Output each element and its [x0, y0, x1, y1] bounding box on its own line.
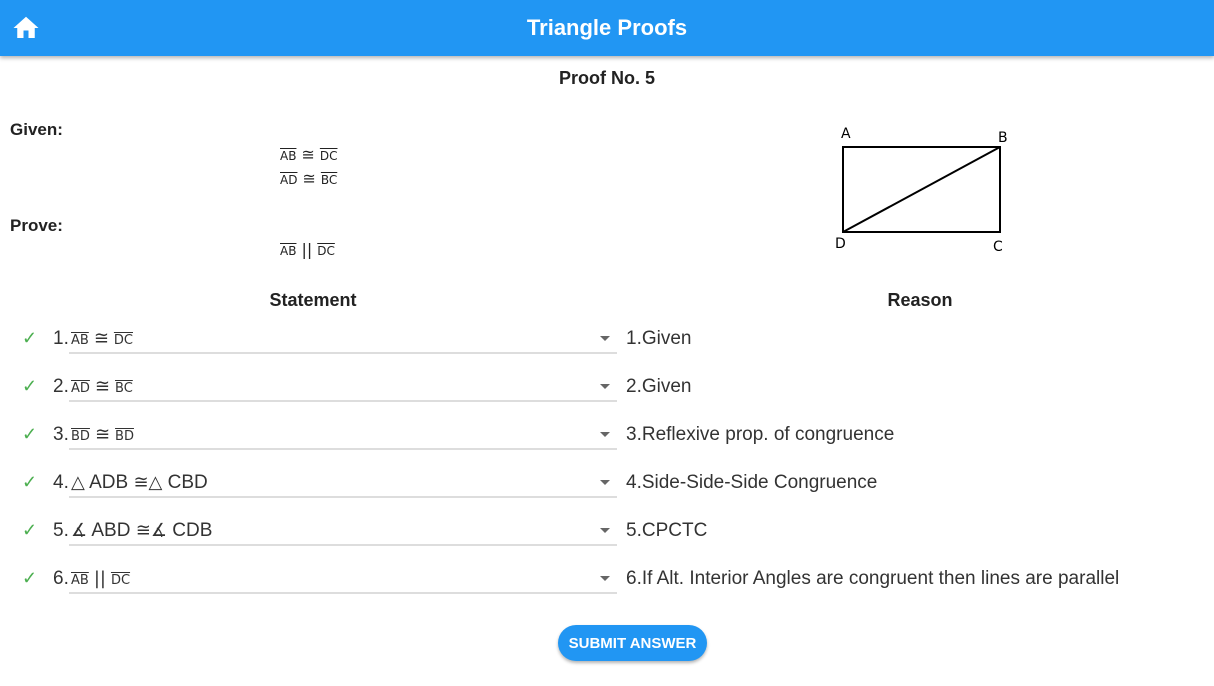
check-icon: ✓: [22, 520, 38, 540]
segment-left: AB: [71, 333, 89, 348]
segment-left: AD: [71, 381, 90, 396]
proof-row: ✓ 4. △ ADB ≅△ CBD 4.Side-Side-Side Congr…: [0, 466, 1214, 514]
given-label: Given:: [10, 120, 63, 139]
relation-symbol: ≅: [93, 328, 109, 349]
statement-value: AD ≅ BC: [71, 376, 133, 398]
triangle-icon: △: [148, 472, 163, 493]
segment-right: BC: [115, 381, 133, 396]
left-name: ADB: [89, 472, 129, 493]
row-number: 1.: [53, 328, 69, 349]
statement-value: AB ≅ DC: [71, 328, 133, 350]
segment-left: BD: [71, 429, 90, 444]
dropdown-arrow-icon: [600, 432, 610, 437]
svg-text:A: A: [841, 126, 851, 142]
statement-value: △ ADB ≅△ CBD: [71, 472, 208, 494]
segment-right: DC: [110, 573, 131, 588]
angle-icon: ∡: [71, 520, 88, 541]
dropdown-arrow-icon: [600, 336, 610, 341]
proof-row: ✓ 6. AB || DC 6.If Alt. Interior Angles ar…: [0, 562, 1214, 610]
proof-title: Proof No. 5: [558, 68, 655, 88]
reason-header: Reason: [887, 290, 953, 310]
triangle-icon: △: [71, 472, 85, 493]
home-icon[interactable]: [10, 13, 42, 43]
left-name: ABD: [91, 520, 131, 541]
check-icon: ✓: [22, 472, 38, 492]
statement-dropdown[interactable]: AD ≅ BC: [69, 370, 617, 402]
svg-text:B: B: [998, 130, 1008, 146]
prove-label: Prove:: [10, 216, 63, 235]
reason-text: 2.Given: [626, 376, 692, 397]
given-1: AB ≅ DC: [280, 145, 338, 164]
check-icon: ✓: [22, 376, 38, 396]
app-bar: Triangle Proofs: [0, 0, 1214, 56]
row-number: 4.: [53, 472, 69, 493]
statement-value: BD ≅ BD: [71, 424, 134, 446]
statement-value: ∡ ABD ≅∡ CDB: [71, 520, 212, 542]
check-icon: ✓: [22, 328, 38, 348]
row-number: 3.: [53, 424, 69, 445]
segment-left: AB: [71, 573, 89, 588]
relation-symbol: ≅: [94, 424, 111, 445]
statement-dropdown[interactable]: AB ≅ DC: [69, 322, 617, 354]
relation-symbol: ≅: [135, 520, 151, 541]
relation-symbol: ≅: [133, 472, 149, 493]
dropdown-arrow-icon: [600, 528, 610, 533]
dropdown-arrow-icon: [600, 384, 610, 389]
relation-symbol: ||: [93, 568, 106, 589]
dropdown-arrow-icon: [600, 576, 610, 581]
statement-header: Statement: [269, 290, 357, 310]
svg-text:D: D: [835, 236, 846, 252]
statement-dropdown[interactable]: △ ADB ≅△ CBD: [69, 466, 617, 498]
proof-row: ✓ 1. AB ≅ DC 1.Given: [0, 322, 1214, 370]
reason-text: 5.CPCTC: [626, 520, 708, 541]
angle-icon: ∡: [150, 520, 167, 541]
given-2: AD ≅ BC: [280, 169, 338, 188]
check-icon: ✓: [22, 568, 38, 588]
statement-dropdown[interactable]: BD ≅ BD: [69, 418, 617, 450]
right-name: CDB: [172, 520, 213, 541]
statement-dropdown[interactable]: ∡ ABD ≅∡ CDB: [69, 514, 617, 546]
check-icon: ✓: [22, 424, 38, 444]
segment-right: BD: [115, 429, 134, 444]
svg-text:C: C: [993, 239, 1003, 255]
rectangle-diagram: A B C D: [835, 126, 1008, 255]
dropdown-arrow-icon: [600, 480, 610, 485]
relation-symbol: ≅: [94, 376, 110, 397]
reason-text: 6.If Alt. Interior Angles are congruent …: [626, 568, 1120, 589]
row-number: 5.: [53, 520, 69, 541]
statement-dropdown[interactable]: AB || DC: [69, 562, 617, 594]
row-number: 6.: [53, 568, 69, 589]
prove-statement: AB || DC: [280, 240, 335, 259]
right-name: CBD: [167, 472, 208, 493]
reason-text: 1.Given: [626, 328, 692, 349]
row-number: 2.: [53, 376, 69, 397]
reason-text: 3.Reflexive prop. of congruence: [626, 424, 895, 445]
submit-answer-button[interactable]: SUBMIT ANSWER: [558, 625, 707, 661]
proof-row: ✓ 3. BD ≅ BD 3.Reflexive prop. of congruen…: [0, 418, 1214, 466]
proof-row: ✓ 2. AD ≅ BC 2.Given: [0, 370, 1214, 418]
proof-row: ✓ 5. ∡ ABD ≅∡ CDB 5.CPCTC: [0, 514, 1214, 562]
app-title: Triangle Proofs: [526, 15, 688, 40]
reason-text: 4.Side-Side-Side Congruence: [626, 472, 878, 493]
segment-right: DC: [113, 333, 133, 348]
statement-value: AB || DC: [71, 568, 130, 590]
